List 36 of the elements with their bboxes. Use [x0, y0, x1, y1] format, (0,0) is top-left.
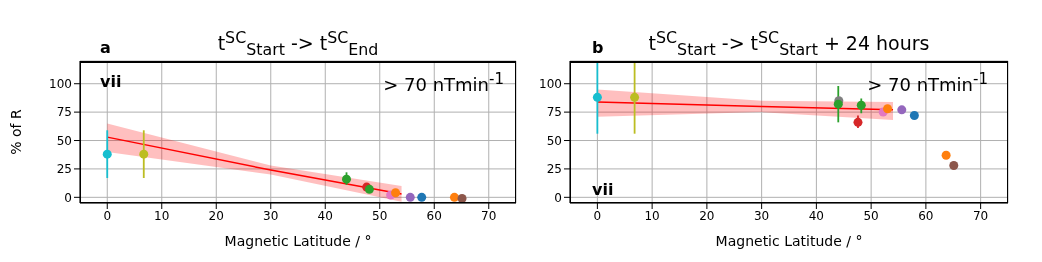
y-tick-label: 25	[546, 162, 562, 177]
x-tick-label: 70	[972, 208, 989, 223]
x-tick-label: 60	[426, 208, 442, 223]
y-tick-label: 50	[56, 133, 72, 148]
x-tick-label: 20	[208, 208, 224, 223]
annotation: vii	[592, 180, 614, 199]
y-tick-label: 75	[546, 105, 562, 120]
x-tick-label: 70	[481, 208, 497, 223]
annotation: > 70 nTmin$^{-1}$	[867, 70, 988, 95]
x-tick-label: 10	[154, 208, 170, 223]
x-tick-label: 20	[699, 208, 715, 223]
y-tick-label: 25	[56, 162, 72, 177]
annotation: > 70 nTmin$^{-1}$	[383, 70, 504, 95]
chart-title: t$^{SC}$$_{Start}$ -> t$^{SC}$$_{Start}$ + 24 hours	[648, 28, 930, 60]
x-axis-title: Magnetic Latitude / °	[715, 233, 863, 249]
annotation: vii	[100, 72, 122, 91]
y-tick-label: 0	[64, 190, 72, 205]
x-tick-label: 40	[808, 208, 825, 223]
x-tick-label: 60	[918, 208, 934, 223]
x-axis-title: Magnetic Latitude / °	[224, 233, 372, 249]
x-tick-label: 40	[317, 208, 333, 223]
y-tick-label: 0	[554, 190, 562, 205]
x-tick-label: 0	[593, 208, 602, 223]
x-tick-label: 30	[753, 208, 770, 223]
y-tick-label: 100	[49, 76, 72, 91]
x-tick-label: 30	[263, 208, 279, 223]
x-tick-label: 50	[863, 208, 879, 223]
x-tick-label: 10	[644, 208, 660, 223]
y-tick-label: 75	[56, 105, 72, 120]
y-axis-title: % of R	[7, 109, 24, 155]
x-tick-label: 50	[372, 208, 388, 223]
x-tick-label: 0	[103, 208, 112, 223]
y-tick-label: 50	[546, 133, 562, 148]
text: b	[592, 38, 604, 57]
text: a	[100, 38, 111, 57]
y-tick-label: 100	[539, 76, 562, 91]
